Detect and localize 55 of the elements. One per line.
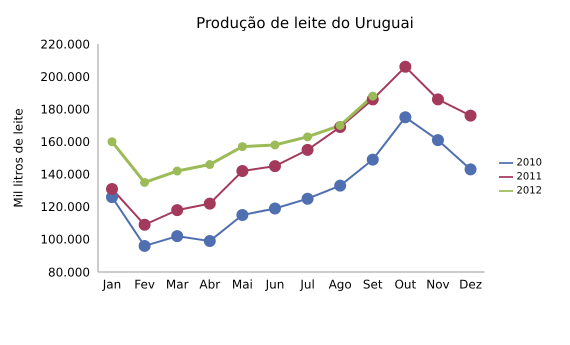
y-tick-label: 200.000: [40, 70, 90, 84]
legend-label: 2011: [516, 172, 542, 183]
y-tick-label: 120.000: [40, 200, 90, 214]
point: [268, 202, 281, 214]
point: [302, 192, 314, 205]
point: [108, 137, 116, 146]
point: [432, 93, 444, 106]
point: [236, 165, 248, 178]
x-tick-label: Out: [394, 278, 417, 292]
point: [138, 240, 151, 252]
point: [399, 60, 412, 73]
point: [303, 132, 312, 142]
x-tick-label: Set: [362, 278, 383, 292]
point: [464, 110, 477, 122]
y-tick-label: 180.000: [40, 102, 90, 116]
x-tick-label: Ago: [328, 278, 352, 292]
x-tick-label: Nov: [426, 278, 450, 292]
point: [270, 140, 280, 150]
point: [140, 178, 150, 187]
x-tick-label: Mar: [166, 278, 189, 292]
point: [464, 163, 477, 176]
x-tick-label: Jan: [102, 278, 122, 292]
y-tick-label: 80.000: [48, 265, 90, 280]
point: [205, 160, 214, 170]
point: [106, 182, 118, 195]
point: [366, 154, 379, 166]
point: [399, 111, 412, 124]
point: [336, 120, 345, 130]
point: [204, 198, 216, 210]
point: [432, 134, 444, 146]
point: [302, 144, 314, 156]
y-tick-label: 160.000: [40, 134, 90, 149]
point: [172, 166, 182, 176]
y-axis-title: Mil litros de leite: [11, 108, 26, 208]
point: [138, 218, 151, 231]
x-tick-label: Abr: [199, 278, 220, 292]
x-tick-label: Dez: [459, 278, 482, 292]
point: [204, 235, 216, 248]
y-tick-label: 100.000: [40, 232, 90, 247]
x-tick-label: Fev: [134, 278, 155, 292]
y-tick-label: 220.000: [40, 37, 90, 52]
point: [171, 204, 184, 216]
chart-title: Produção de leite do Uruguai: [195, 13, 415, 32]
x-tick-label: Mai: [232, 278, 253, 292]
point: [238, 142, 247, 152]
x-tick-label: Jun: [264, 278, 284, 292]
x-tick-label: Jul: [299, 278, 315, 292]
point: [236, 209, 248, 221]
legend-label: 2012: [516, 186, 542, 197]
y-tick-label: 140.000: [40, 168, 90, 182]
point: [268, 160, 281, 172]
point: [171, 230, 184, 242]
point: [368, 92, 378, 101]
legend-label: 2010: [516, 158, 542, 169]
point: [334, 180, 346, 192]
